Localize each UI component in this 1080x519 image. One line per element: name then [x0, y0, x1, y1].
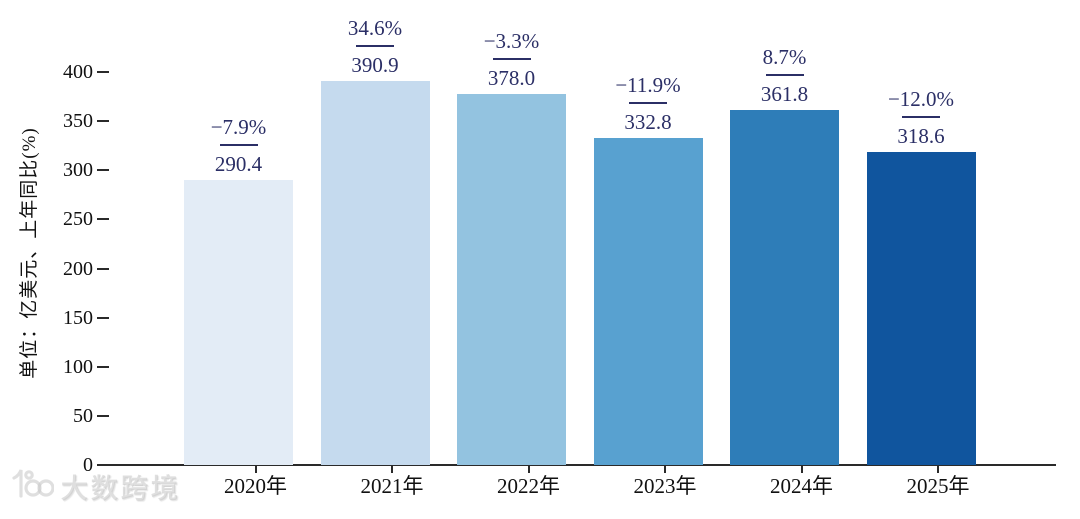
fraction-line [219, 143, 258, 146]
y-tick-mark [97, 169, 109, 172]
growth-label: −12.0% [887, 86, 955, 111]
x-tick-label: 2023年 [633, 474, 697, 498]
value-label: 332.8 [624, 110, 672, 135]
value-label: 318.6 [897, 123, 945, 148]
x-tick-label: 2025年 [906, 474, 970, 498]
x-tick-mark [527, 466, 530, 473]
x-tick-mark [937, 466, 939, 473]
y-tick-mark [97, 71, 109, 73]
bar-2024 [730, 109, 839, 465]
value-label: 361.8 [760, 81, 809, 106]
growth-label: −7.9% [210, 114, 267, 139]
fraction-line [765, 73, 804, 76]
y-tick-label: 400 [63, 61, 93, 83]
x-tick-label: 2024年 [770, 474, 833, 498]
y-tick-mark [97, 464, 109, 466]
y-tick-label: 300 [63, 159, 93, 182]
value-label: 290.4 [214, 151, 263, 176]
x-tick-mark [254, 466, 257, 473]
bar-2025 [866, 151, 976, 465]
x-tick-mark [391, 466, 393, 473]
growth-label: −11.9% [615, 73, 681, 98]
fraction-line [902, 115, 940, 118]
x-tick-label: 2022年 [497, 474, 560, 498]
y-tick-mark [97, 316, 109, 319]
watermark-text: 大数跨境 [61, 474, 181, 504]
fraction-line [492, 57, 531, 60]
y-tick-label: 100 [63, 355, 93, 378]
x-tick-label: 2020年 [224, 474, 287, 498]
y-tick-mark [97, 218, 109, 221]
y-tick-mark [97, 120, 109, 123]
bar-annotation: −7.9% 290.4 [169, 115, 309, 176]
y-tick-label: 50 [73, 404, 93, 427]
y-tick-label: 0 [83, 454, 93, 476]
x-tick-mark [800, 466, 803, 473]
bar-2020 [184, 179, 293, 465]
x-axis-line [97, 464, 1056, 466]
fraction-line [356, 44, 394, 47]
value-label: 378.0 [487, 65, 536, 90]
y-tick-label: 150 [63, 306, 93, 329]
bar-annotation: 34.6% 390.9 [305, 16, 445, 77]
value-label: 390.9 [351, 52, 399, 77]
growth-label: 34.6% [347, 15, 403, 40]
fraction-line [629, 102, 667, 105]
bar-2022 [457, 93, 566, 465]
bar-annotation: −12.0% 318.6 [851, 87, 991, 148]
watermark: 大数跨境 [10, 466, 181, 507]
x-tick-label: 2021年 [360, 474, 424, 498]
bar-annotation: −3.3% 378.0 [442, 29, 582, 90]
y-tick-mark [97, 414, 109, 417]
y-tick-label: 350 [63, 110, 93, 133]
y-tick-label: 200 [63, 257, 93, 280]
bar-annotation: 8.7% 361.8 [715, 45, 855, 106]
growth-label: −3.3% [483, 28, 540, 53]
x-tick-mark [664, 466, 666, 473]
growth-label: 8.7% [762, 44, 807, 69]
bar-annotation: −11.9% 332.8 [578, 73, 718, 134]
y-tick-mark [97, 365, 109, 368]
bar-2023 [593, 138, 703, 465]
bar-2021 [320, 80, 430, 465]
y-tick-mark [97, 267, 109, 270]
y-tick-label: 250 [63, 208, 93, 231]
10100-logo-icon [10, 466, 55, 507]
